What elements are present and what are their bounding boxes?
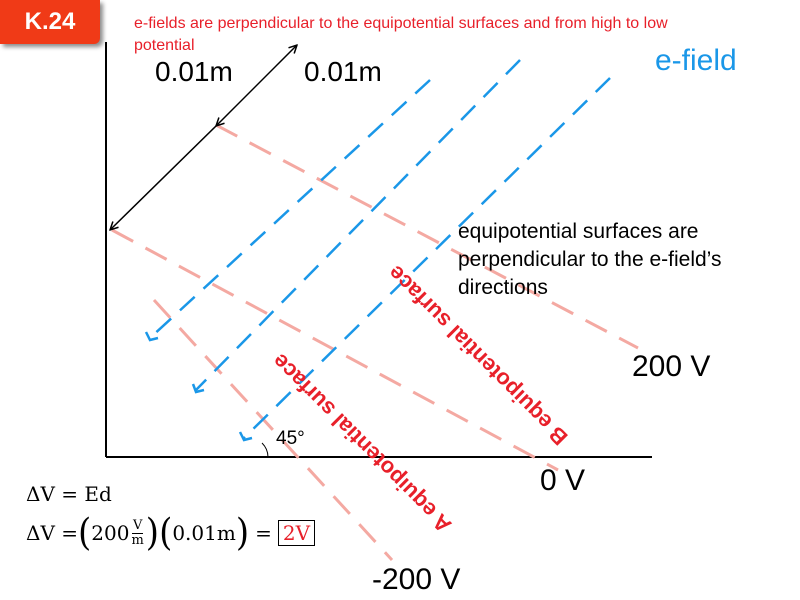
- efield-line-3: [243, 77, 611, 439]
- angle-label: 45°: [276, 428, 305, 449]
- formula-equals: =: [255, 521, 272, 545]
- spacing-label-2: 0.01m: [304, 56, 382, 87]
- efield-line-1: [149, 79, 431, 339]
- efield-direction-note: e-fields are perpendicular to the equipo…: [134, 15, 668, 54]
- spacing-arrow-1: [110, 126, 216, 230]
- formula-line-2: ΔV = ( 200 V m ) ( 0.01m ) = 2V: [26, 511, 316, 555]
- efield-label: e-field: [655, 44, 737, 77]
- potential-low-label: -200 V: [372, 563, 461, 596]
- equipotential-line-low: [152, 298, 394, 562]
- formula-value: 200: [91, 521, 130, 545]
- formula-unit-fraction: V m: [131, 517, 144, 548]
- spacing-label-1: 0.01m: [155, 56, 233, 87]
- formula-distance: 0.01m: [172, 521, 236, 545]
- formula-result: 2V: [277, 520, 316, 546]
- equipotential-line-high: [215, 123, 639, 350]
- efield-arrowhead-2: [191, 383, 205, 394]
- equipotential-note: equipotential surfaces are perpendicular…: [458, 220, 722, 299]
- spacing-arrow-2: [215, 45, 297, 127]
- efield-arrowhead-3: [238, 431, 253, 442]
- formula-paren-close-1: ): [145, 511, 160, 555]
- slide-number-tag: K.24: [0, 0, 100, 44]
- equipotential-line-zero: [111, 228, 559, 472]
- formula-paren-open-2: (: [159, 511, 173, 555]
- formula-line-1: ΔV = Ed: [26, 482, 112, 506]
- formula-unit-numerator: V: [131, 517, 144, 534]
- efield-arrowhead-1: [144, 331, 159, 342]
- formula-lhs: ΔV =: [26, 521, 79, 545]
- potential-zero-label: 0 V: [540, 464, 586, 497]
- angle-arc: [261, 442, 269, 458]
- formula-paren-open-1: (: [78, 511, 92, 555]
- formula-unit-denominator: m: [131, 532, 144, 548]
- formula-paren-close-2: ): [235, 511, 250, 555]
- potential-high-label: 200 V: [632, 350, 711, 383]
- efield-line-2: [195, 59, 521, 391]
